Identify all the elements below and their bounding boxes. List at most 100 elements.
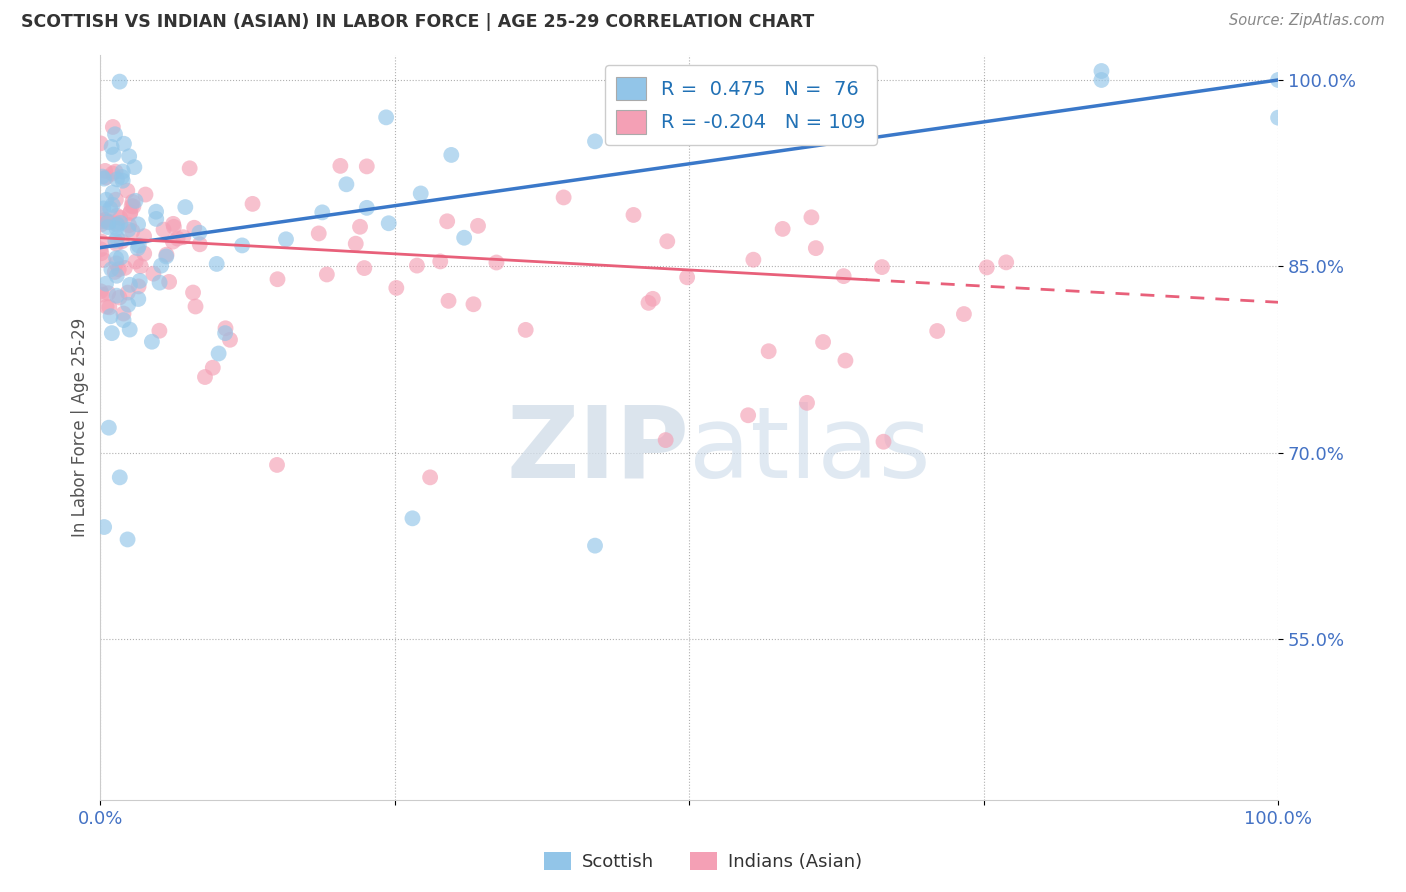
Point bbox=[111, 164, 134, 178]
Point bbox=[104, 193, 127, 207]
Legend: Scottish, Indians (Asian): Scottish, Indians (Asian) bbox=[537, 845, 869, 879]
Point bbox=[108, 211, 131, 225]
Point bbox=[163, 219, 186, 234]
Point bbox=[155, 248, 177, 262]
Point bbox=[97, 220, 120, 235]
Point bbox=[97, 420, 120, 434]
Point bbox=[995, 255, 1018, 269]
Point bbox=[145, 204, 167, 219]
Point bbox=[105, 231, 128, 245]
Point bbox=[463, 297, 485, 311]
Point bbox=[93, 171, 115, 186]
Point bbox=[121, 224, 143, 238]
Point bbox=[91, 287, 114, 301]
Point bbox=[155, 250, 177, 264]
Point bbox=[121, 199, 143, 213]
Point bbox=[108, 470, 131, 484]
Point bbox=[124, 254, 146, 268]
Point bbox=[110, 216, 132, 230]
Point bbox=[105, 268, 128, 283]
Point bbox=[437, 293, 460, 308]
Point bbox=[118, 218, 141, 232]
Point bbox=[121, 194, 143, 209]
Point bbox=[188, 226, 211, 240]
Point bbox=[194, 370, 217, 384]
Point bbox=[124, 160, 146, 174]
Point bbox=[329, 159, 352, 173]
Point bbox=[129, 259, 152, 273]
Point bbox=[110, 250, 132, 264]
Point bbox=[976, 260, 998, 275]
Point bbox=[637, 296, 659, 310]
Point bbox=[811, 334, 834, 349]
Point bbox=[377, 216, 399, 230]
Point bbox=[804, 241, 827, 255]
Point bbox=[162, 217, 184, 231]
Point bbox=[122, 199, 145, 213]
Point bbox=[927, 324, 949, 338]
Point bbox=[385, 281, 408, 295]
Point bbox=[100, 262, 122, 277]
Point bbox=[112, 307, 135, 321]
Point bbox=[1267, 111, 1289, 125]
Point bbox=[101, 198, 124, 212]
Point bbox=[401, 511, 423, 525]
Point bbox=[105, 172, 128, 186]
Point bbox=[145, 211, 167, 226]
Point bbox=[94, 277, 117, 291]
Point bbox=[214, 326, 236, 340]
Point bbox=[242, 197, 264, 211]
Point bbox=[737, 409, 759, 423]
Point bbox=[90, 207, 112, 221]
Point bbox=[353, 261, 375, 276]
Point bbox=[90, 218, 112, 232]
Point bbox=[117, 222, 139, 236]
Point bbox=[832, 269, 855, 284]
Point bbox=[108, 75, 131, 89]
Point bbox=[266, 272, 288, 286]
Point bbox=[375, 111, 398, 125]
Point bbox=[1267, 73, 1289, 87]
Point bbox=[657, 235, 679, 249]
Point bbox=[172, 230, 194, 244]
Point bbox=[641, 292, 664, 306]
Point bbox=[90, 285, 112, 299]
Point bbox=[274, 232, 297, 246]
Point bbox=[150, 259, 173, 273]
Point bbox=[440, 148, 463, 162]
Point bbox=[94, 170, 117, 185]
Point bbox=[142, 267, 165, 281]
Point bbox=[453, 231, 475, 245]
Point bbox=[800, 211, 823, 225]
Point bbox=[583, 539, 606, 553]
Point bbox=[141, 334, 163, 349]
Text: SCOTTISH VS INDIAN (ASIAN) IN LABOR FORCE | AGE 25-29 CORRELATION CHART: SCOTTISH VS INDIAN (ASIAN) IN LABOR FORC… bbox=[21, 13, 814, 31]
Point bbox=[96, 300, 118, 314]
Point bbox=[166, 231, 188, 245]
Point bbox=[174, 200, 197, 214]
Point bbox=[94, 212, 117, 227]
Point bbox=[105, 236, 128, 251]
Point bbox=[344, 236, 367, 251]
Point bbox=[94, 164, 117, 178]
Point bbox=[149, 276, 172, 290]
Point bbox=[105, 221, 128, 235]
Point bbox=[105, 216, 128, 230]
Point bbox=[118, 277, 141, 292]
Point bbox=[98, 215, 121, 229]
Point bbox=[335, 178, 357, 192]
Point bbox=[90, 246, 112, 260]
Point bbox=[105, 252, 128, 266]
Point bbox=[953, 307, 976, 321]
Point bbox=[105, 256, 128, 270]
Point bbox=[654, 433, 676, 447]
Point bbox=[409, 186, 432, 201]
Point bbox=[97, 215, 120, 229]
Text: ZIP: ZIP bbox=[506, 401, 689, 499]
Point bbox=[205, 257, 228, 271]
Point bbox=[101, 186, 124, 200]
Legend: R =  0.475   N =  76, R = -0.204   N = 109: R = 0.475 N = 76, R = -0.204 N = 109 bbox=[605, 65, 877, 145]
Point bbox=[128, 279, 150, 293]
Point bbox=[105, 288, 128, 302]
Y-axis label: In Labor Force | Age 25-29: In Labor Force | Age 25-29 bbox=[72, 318, 89, 537]
